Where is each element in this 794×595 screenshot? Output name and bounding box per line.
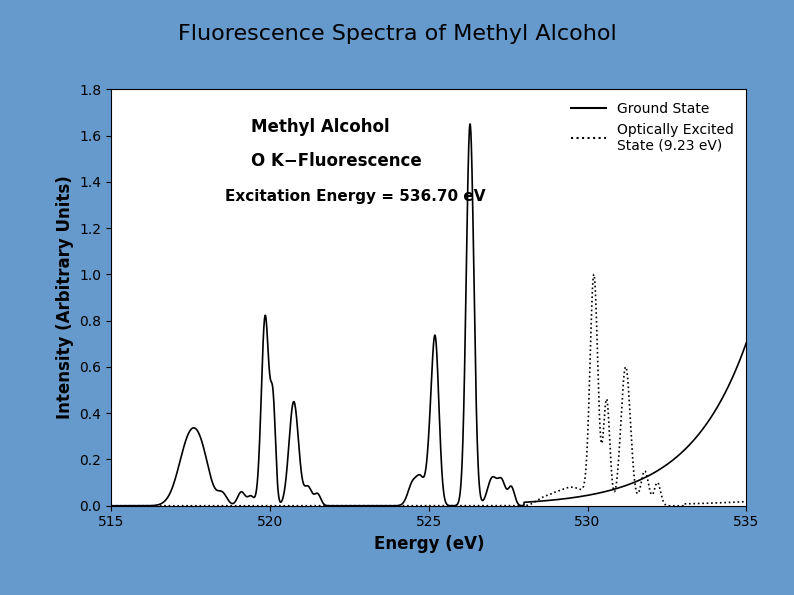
- Ground State: [219, 490, 229, 497]
- X-axis label: Energy (eV): Energy (eV): [373, 535, 484, 553]
- Ground State: [357, 502, 366, 509]
- Text: Methyl Alcohol: Methyl Alcohol: [251, 118, 390, 136]
- Ground State: [757, 287, 767, 295]
- Ground State: [106, 502, 116, 509]
- Optically Excited
State (9.23 eV): [106, 502, 116, 509]
- Y-axis label: Intensity (Arbitrary Units): Intensity (Arbitrary Units): [56, 176, 74, 419]
- Optically Excited
State (9.23 eV): [181, 502, 191, 509]
- Ground State: [351, 502, 360, 509]
- Optically Excited
State (9.23 eV): [356, 502, 365, 509]
- Optically Excited
State (9.23 eV): [675, 502, 684, 509]
- Text: Fluorescence Spectra of Methyl Alcohol: Fluorescence Spectra of Methyl Alcohol: [178, 24, 616, 44]
- Optically Excited
State (9.23 eV): [757, 497, 767, 505]
- Text: O K−Fluorescence: O K−Fluorescence: [251, 152, 422, 170]
- Legend: Ground State, Optically Excited
State (9.23 eV): Ground State, Optically Excited State (9…: [565, 96, 739, 158]
- Optically Excited
State (9.23 eV): [384, 502, 394, 509]
- Optically Excited
State (9.23 eV): [589, 271, 599, 278]
- Optically Excited
State (9.23 eV): [219, 502, 229, 509]
- Ground State: [675, 451, 684, 458]
- Text: Excitation Energy = 536.70 eV: Excitation Energy = 536.70 eV: [225, 189, 486, 204]
- Optically Excited
State (9.23 eV): [745, 498, 754, 505]
- Ground State: [745, 329, 754, 336]
- Ground State: [465, 120, 475, 127]
- Line: Ground State: Ground State: [111, 124, 762, 506]
- Ground State: [181, 438, 191, 445]
- Line: Optically Excited
State (9.23 eV): Optically Excited State (9.23 eV): [111, 274, 762, 506]
- Ground State: [384, 502, 394, 509]
